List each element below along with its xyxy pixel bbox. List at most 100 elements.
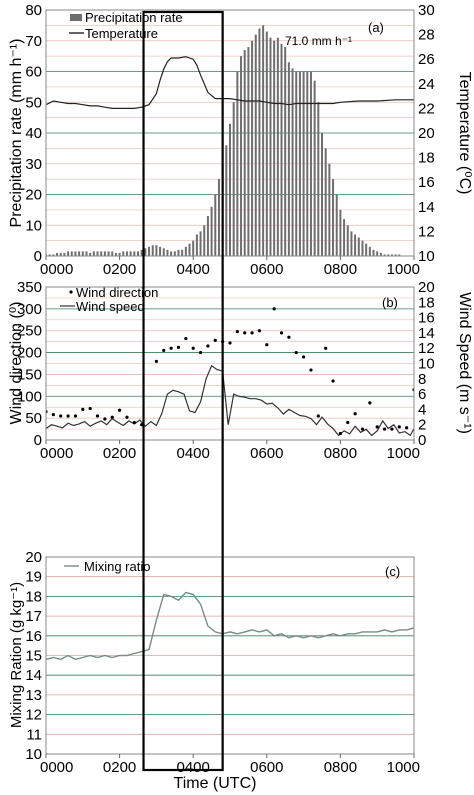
precip-bar (63, 252, 66, 256)
panel-c-grid (46, 576, 414, 735)
y-tick-label: 10 (25, 217, 42, 234)
legend-temperature-label: Temperature (85, 26, 158, 41)
wind-direction-point (250, 331, 254, 335)
y-tick-label: 350 (17, 279, 42, 296)
precip-bar (273, 40, 276, 256)
precip-bar (298, 71, 301, 256)
precip-bar (247, 46, 250, 256)
y-tick-label: 16 (25, 628, 42, 645)
precip-bar (67, 251, 70, 256)
precip-bar (379, 252, 382, 256)
precip-bar (210, 206, 213, 256)
y2-tick-label: 20 (418, 125, 435, 142)
precip-bar (390, 254, 393, 256)
wind-direction-point (213, 338, 217, 342)
wind-direction-point (191, 346, 195, 350)
precip-bar (398, 254, 401, 256)
y-tick-label: 20 (25, 187, 42, 204)
y2-tick-label: 10 (418, 248, 435, 265)
precip-bar (56, 252, 59, 256)
legend-wind-direction-label: Wind direction (76, 285, 158, 300)
panel-c-label: (c) (385, 564, 400, 579)
wind-direction-point (265, 343, 269, 347)
y2-tick-label: 30 (418, 2, 435, 19)
precip-bar (225, 145, 228, 256)
wind-direction-point (375, 425, 379, 429)
panel-a-label: (a) (368, 20, 384, 35)
wind-direction-point (368, 401, 372, 405)
y-tick-label: 0 (34, 432, 42, 449)
panel-b-direction-points (46, 307, 414, 436)
wind-direction-point (59, 414, 63, 418)
precip-bar (251, 40, 254, 256)
y-tick-label: 70 (25, 33, 42, 50)
panel-a-legend: Precipitation rate Temperature (69, 10, 183, 41)
precip-bar (118, 252, 121, 256)
precip-bar (125, 251, 128, 256)
precip-bar (52, 254, 55, 256)
wind-direction-point (331, 379, 335, 383)
wind-direction-point (316, 414, 320, 418)
y2-tick-label: 26 (418, 51, 435, 68)
precip-bar (206, 216, 209, 256)
precip-bar (181, 249, 184, 256)
x-tick-label: 0800 (324, 261, 357, 278)
y-tick-label: 18 (25, 588, 42, 605)
y2-tick-label: 6 (418, 386, 426, 403)
y-tick-label: 0 (34, 248, 42, 265)
precip-bar (229, 123, 231, 256)
series-line-wind-speed (46, 364, 414, 437)
precip-bar (177, 249, 180, 256)
x-tick-label: 0400 (177, 759, 210, 776)
series-line-mixing-ratio (46, 591, 414, 661)
x-tick-label: 0400 (177, 261, 210, 278)
precip-bar (321, 133, 323, 256)
precip-bar (269, 37, 272, 256)
y-tick-label: 14 (25, 667, 42, 684)
panel-b-speed-line (46, 364, 414, 437)
precip-bar (155, 245, 158, 256)
y2-tick-label: 12 (418, 223, 435, 240)
x-tick-label: 0600 (250, 759, 283, 776)
precip-bar (361, 240, 364, 256)
wind-direction-point (103, 417, 107, 421)
x-tick-label: 1000 (387, 445, 420, 462)
precip-bar (140, 249, 143, 256)
panel-b-label: (b) (382, 295, 398, 310)
precip-bar (144, 248, 147, 256)
wind-direction-point (353, 412, 357, 416)
y-tick-label: 150 (17, 366, 42, 383)
y-tick-label: 250 (17, 323, 42, 340)
panel-a-frame (45, 9, 415, 257)
wind-direction-point (206, 344, 210, 348)
panel-a-annotation: 71.0 mm h⁻¹ (285, 34, 352, 48)
x-tick-label: 1000 (387, 759, 420, 776)
precip-bar (78, 251, 81, 256)
precip-bar (148, 246, 151, 256)
wind-direction-point (272, 307, 276, 311)
y-tick-label: 50 (25, 410, 42, 427)
precip-bar (354, 234, 357, 256)
x-tick-label: 1000 (387, 261, 420, 278)
precip-bar (335, 194, 338, 256)
precip-bar (159, 246, 162, 256)
y-tick-label: 200 (17, 345, 42, 362)
precip-bar (284, 46, 287, 256)
wind-direction-point (397, 425, 401, 429)
panel-c-frame (45, 556, 415, 755)
wind-direction-point (162, 348, 166, 352)
y2-tick-label: 28 (418, 27, 435, 44)
panel-c-xlabel: Time (UTC) (174, 775, 257, 792)
panel-c-left-ticks: 10 11 12 13 14 15 16 17 18 19 20 (25, 549, 42, 763)
panel-c-x-ticks: 0000 0200 0400 0600 0800 1000 (40, 754, 420, 776)
y-tick-label: 10 (25, 746, 42, 763)
y-tick-label: 12 (25, 707, 42, 724)
precip-bar (199, 231, 202, 256)
legend-precipitation-label: Precipitation rate (85, 10, 183, 25)
wind-direction-point (176, 345, 181, 349)
precip-bar (328, 163, 331, 256)
precip-bar (383, 254, 386, 256)
precip-bar (394, 254, 397, 256)
